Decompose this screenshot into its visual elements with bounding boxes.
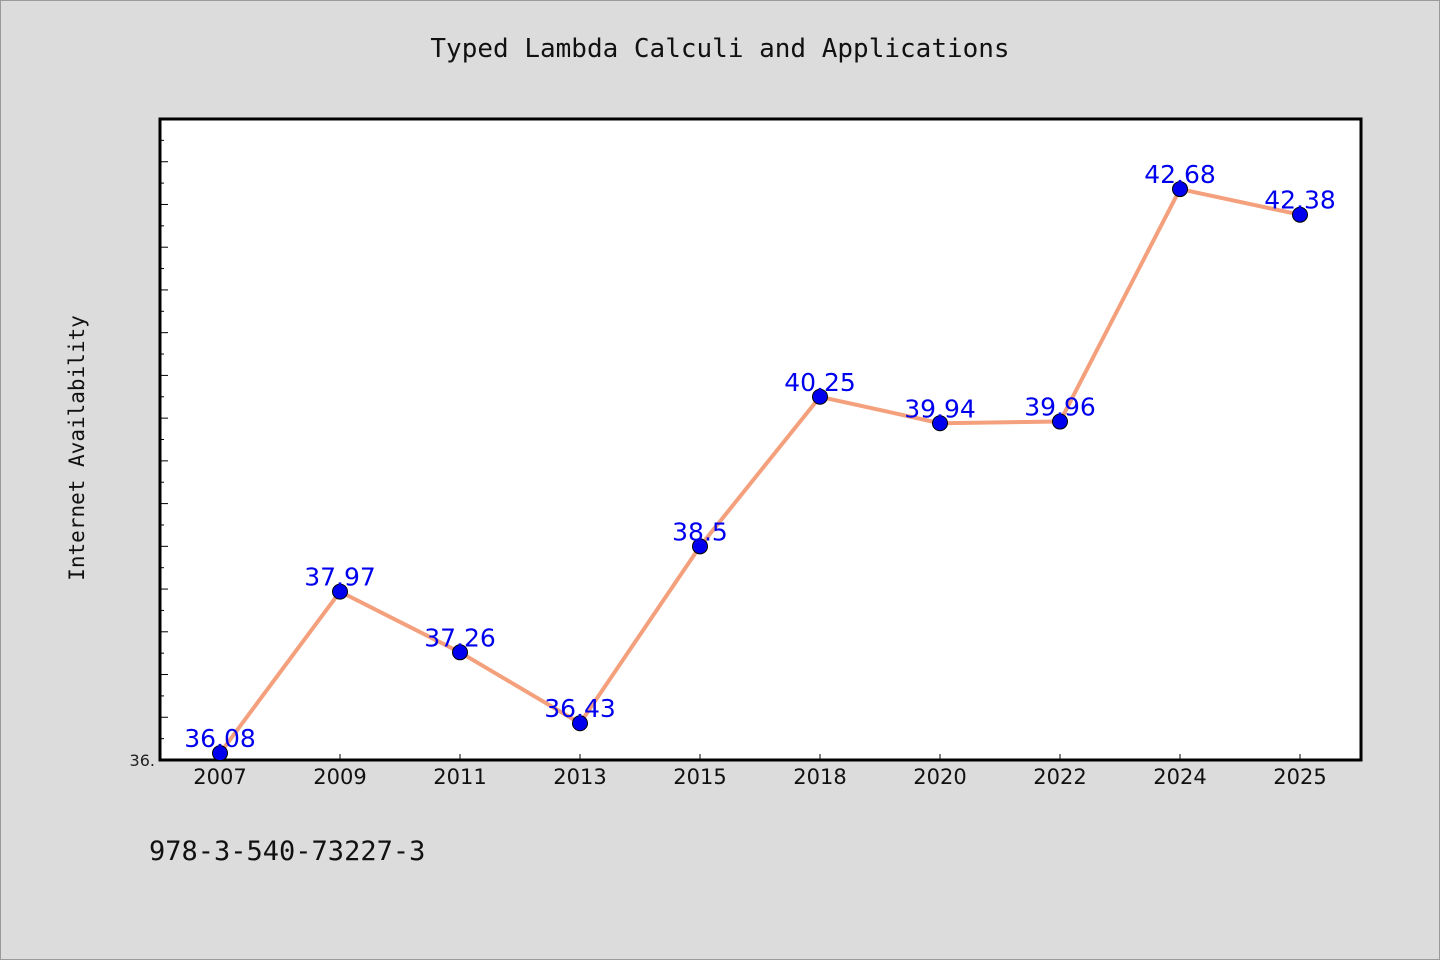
data-markers (212, 181, 1308, 762)
data-labels: 36.08 37.97 37.26 36.43 38.5 40.25 39.94 39.96 4… (184, 160, 1336, 753)
data-point (1292, 206, 1308, 223)
x-tick-label: 2022 (1033, 765, 1086, 789)
x-tick-label: 2024 (1153, 765, 1206, 789)
data-point (692, 538, 708, 555)
data-label: 39.94 (904, 394, 976, 423)
x-tick-label: 2013 (553, 765, 606, 789)
data-label: 37.26 (424, 623, 496, 652)
x-tick-label: 2009 (313, 765, 366, 789)
x-tick-label: 2015 (673, 765, 726, 789)
x-axis-ticks: 2007 2009 2011 2013 2015 2018 2020 2022 2024 2025 (193, 754, 1327, 789)
plot-area (158, 117, 1363, 762)
data-label: 40.25 (784, 368, 856, 397)
isbn-footer: 978-3-540-73227-3 (149, 836, 426, 867)
data-point (812, 388, 828, 405)
chart-title: Typed Lambda Calculi and Applications (430, 34, 1010, 64)
x-tick-label: 2007 (193, 765, 246, 789)
data-point (452, 644, 468, 661)
data-label: 42.68 (1144, 160, 1216, 189)
data-label: 37.97 (304, 563, 376, 592)
data-point (572, 715, 588, 732)
data-point (212, 745, 228, 762)
data-label: 36.08 (184, 724, 256, 753)
data-point (1172, 181, 1188, 198)
series-line-layer (218, 187, 1302, 756)
y-tick-label: 36. (130, 751, 155, 770)
data-point (932, 415, 948, 432)
data-point (1052, 413, 1068, 430)
data-point (332, 583, 348, 600)
data-label: 36.43 (544, 694, 616, 723)
series-line (218, 187, 1302, 756)
x-tick-label: 2025 (1273, 765, 1326, 789)
data-label: 38.5 (672, 517, 728, 546)
y-axis-ticks (160, 118, 168, 761)
data-label: 42.38 (1264, 186, 1336, 215)
x-tick-label: 2018 (793, 765, 846, 789)
data-label: 39.96 (1024, 393, 1096, 422)
x-tick-label: 2020 (913, 765, 966, 789)
x-tick-label: 2011 (433, 765, 486, 789)
